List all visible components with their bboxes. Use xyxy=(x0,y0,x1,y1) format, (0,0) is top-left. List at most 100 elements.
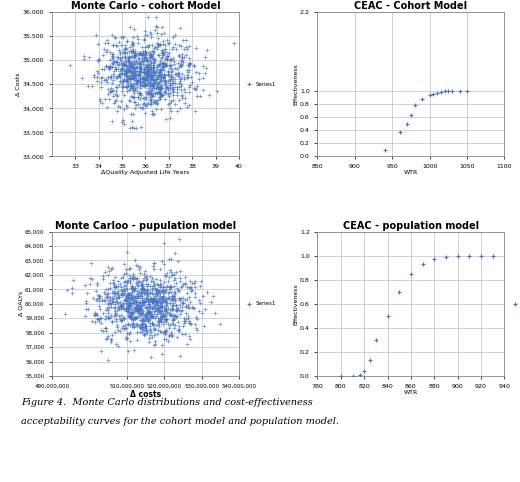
Point xyxy=(115,81,123,89)
Point xyxy=(143,31,151,39)
Point xyxy=(132,57,140,65)
Point xyxy=(152,84,160,92)
Point xyxy=(142,72,151,80)
Point xyxy=(160,260,168,268)
Point xyxy=(139,284,148,292)
Point xyxy=(165,81,174,89)
Point xyxy=(134,307,142,315)
Point xyxy=(177,307,185,315)
Point xyxy=(84,82,92,90)
Point xyxy=(169,305,177,313)
Point xyxy=(127,303,135,310)
Point xyxy=(121,54,129,61)
Point xyxy=(132,304,140,312)
Point xyxy=(149,66,157,73)
Point xyxy=(123,78,131,85)
Point xyxy=(137,309,145,317)
Point xyxy=(125,47,133,55)
Point xyxy=(174,59,183,67)
Point xyxy=(186,60,194,67)
Point xyxy=(106,313,114,321)
Point xyxy=(153,83,162,91)
Point xyxy=(152,76,160,83)
Point xyxy=(100,65,108,73)
Point xyxy=(174,69,183,77)
Point xyxy=(144,72,152,80)
Point xyxy=(133,63,141,71)
Point xyxy=(156,82,164,90)
Point xyxy=(141,312,149,320)
Point xyxy=(112,96,121,104)
Point xyxy=(148,80,156,88)
Point xyxy=(136,79,144,87)
Point xyxy=(147,51,155,59)
Point xyxy=(134,301,142,309)
Point xyxy=(131,274,139,281)
Point xyxy=(150,69,158,77)
Point xyxy=(137,51,145,59)
Point xyxy=(124,55,132,63)
Point xyxy=(168,317,177,324)
Point xyxy=(135,306,144,313)
Point xyxy=(146,302,154,310)
Point xyxy=(147,274,155,282)
Point xyxy=(125,74,134,82)
Point xyxy=(139,320,147,327)
Point xyxy=(136,84,144,92)
Point xyxy=(135,309,144,317)
Point xyxy=(144,66,152,74)
Point xyxy=(152,75,161,83)
Point xyxy=(130,70,138,78)
Point xyxy=(154,326,162,334)
Point xyxy=(133,33,141,40)
Point xyxy=(146,331,154,338)
Point xyxy=(126,53,135,61)
Point xyxy=(230,39,239,46)
Point xyxy=(147,107,155,115)
Point xyxy=(161,62,169,70)
Legend: E: E xyxy=(509,301,520,306)
Point xyxy=(69,276,77,283)
Point xyxy=(164,86,172,94)
Point xyxy=(118,289,126,296)
Point xyxy=(159,283,167,291)
Point xyxy=(134,49,142,57)
Point xyxy=(178,280,187,288)
Point xyxy=(122,71,130,79)
Point xyxy=(107,87,115,95)
Point xyxy=(184,71,192,79)
Point xyxy=(149,282,157,290)
Point xyxy=(135,298,143,306)
Point xyxy=(152,97,161,105)
Point xyxy=(113,323,122,331)
Point xyxy=(129,87,137,95)
Point xyxy=(131,256,139,264)
Point xyxy=(168,293,176,300)
Point xyxy=(161,88,169,96)
Point xyxy=(131,70,139,78)
Point xyxy=(110,58,118,66)
Point xyxy=(437,88,445,96)
Point xyxy=(125,73,134,80)
Point xyxy=(147,277,155,284)
Point xyxy=(163,61,171,69)
Point xyxy=(170,311,178,319)
Point xyxy=(463,87,471,94)
Point xyxy=(112,311,120,319)
Point xyxy=(100,288,108,295)
Title: Monte Carlo - cohort Model: Monte Carlo - cohort Model xyxy=(71,1,220,11)
Point xyxy=(125,59,133,67)
Point xyxy=(197,277,205,284)
Point xyxy=(146,82,154,90)
Point xyxy=(191,107,199,115)
Point xyxy=(150,307,158,315)
Point xyxy=(159,59,167,67)
Point xyxy=(147,59,155,67)
Point xyxy=(161,328,169,335)
Point xyxy=(162,48,170,55)
Point xyxy=(151,105,160,113)
Point xyxy=(141,311,150,319)
Point xyxy=(150,58,158,66)
Point xyxy=(396,128,404,135)
Point xyxy=(150,80,158,88)
